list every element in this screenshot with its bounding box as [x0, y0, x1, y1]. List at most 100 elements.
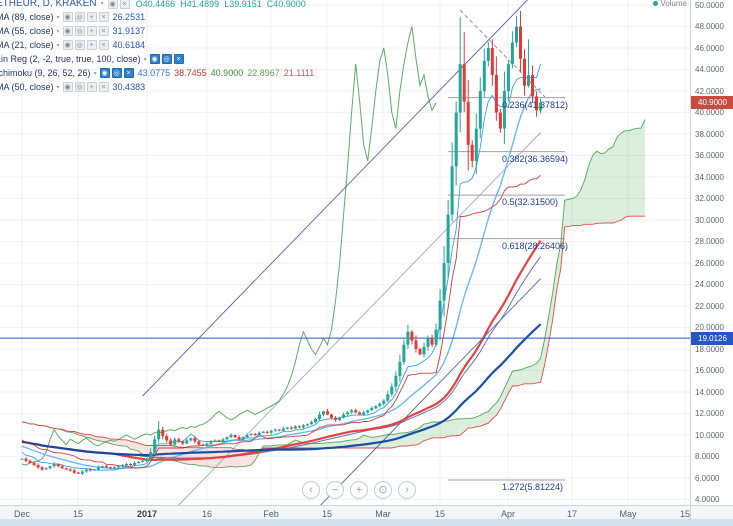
ohlc-value: C40.9000 — [266, 0, 306, 9]
price-tick: 4.0000 — [695, 495, 720, 504]
time-tick: Dec — [13, 509, 31, 519]
time-tick: 15 — [434, 509, 446, 519]
zoom-in-button[interactable]: + — [350, 481, 368, 499]
price-tick: 8.0000 — [695, 452, 720, 461]
indicator-row: MA (89, close) ▾ ◉ ◎ + × 26.2531 — [0, 10, 314, 24]
chevron-down-icon[interactable]: ▾ — [56, 14, 60, 21]
fib-level-label[interactable]: 0.382(36.36594) — [502, 153, 569, 164]
price-tick: 22.0000 — [695, 301, 724, 311]
indicator-label[interactable]: MA (21, close) — [0, 40, 54, 50]
symbol-legend-row: ETHEUR, D, KRAKEN ▾ ◉ × O40.4466 H41.4899 L… — [0, 0, 314, 10]
close-icon[interactable]: × — [119, 0, 130, 9]
eye-icon[interactable]: ◉ — [62, 12, 73, 22]
eye-icon[interactable]: ◉ — [62, 26, 73, 36]
close-icon[interactable]: × — [98, 12, 109, 22]
add-indicator-icon[interactable]: + — [86, 26, 97, 36]
reset-zoom-button[interactable]: ⊙ — [374, 481, 392, 499]
fib-level-label[interactable]: 0.236(41.37812) — [502, 99, 569, 110]
fib-level-label[interactable]: 1.272(5.81224) — [502, 482, 564, 493]
add-indicator-icon[interactable]: + — [86, 12, 97, 22]
scroll-right-button[interactable]: › — [398, 481, 416, 499]
price-tick: 50.0000 — [695, 0, 724, 10]
indicator-value: 21.1111 — [283, 68, 315, 78]
price-tick: 14.0000 — [695, 387, 724, 397]
close-icon[interactable]: × — [98, 26, 109, 36]
chart-plot-area[interactable]: ETHEUR, D, KRAKEN ▾ ◉ × O40.4466 H41.4899 L… — [0, 0, 690, 505]
last-price-label: 40.9000 — [691, 96, 733, 110]
settings-icon[interactable]: ◎ — [161, 54, 172, 64]
chevron-down-icon[interactable]: ▾ — [56, 28, 60, 35]
chevron-down-icon[interactable]: ▾ — [56, 42, 60, 49]
ohlc-values: O40.4466 H41.4899 L39.9151 C40.9000 — [136, 0, 306, 9]
indicator-value: 40.9000 — [210, 68, 244, 78]
indicator-label[interactable]: Ichimoku (9, 26, 52, 26) — [0, 68, 91, 78]
time-tick: Feb — [263, 509, 279, 519]
indicator-value: 38.7455 — [174, 68, 207, 78]
eye-icon[interactable]: ◉ — [62, 40, 73, 50]
symbol-row-icons: ◉ × — [107, 0, 130, 9]
fib-level-label[interactable]: 0.618(28.26406) — [502, 240, 569, 251]
add-indicator-icon[interactable]: + — [86, 40, 97, 50]
price-tick: 24.0000 — [695, 280, 724, 289]
chevron-down-icon[interactable]: ▾ — [93, 70, 97, 77]
fib-level-label[interactable]: 0.5(32.31500) — [502, 197, 559, 208]
indicator-value: 26.2531 — [112, 12, 146, 22]
eye-icon[interactable]: ◉ — [107, 0, 118, 9]
eye-icon[interactable]: ◉ — [62, 82, 73, 92]
ohlc-value: H41.4899 — [180, 0, 220, 9]
volume-legend[interactable]: Volume — [653, 0, 687, 8]
close-icon[interactable]: × — [98, 82, 109, 92]
alert-price-label: 19.0126 — [691, 331, 733, 345]
time-tick: Mar — [375, 509, 391, 519]
candlestick-chart[interactable] — [0, 0, 690, 505]
settings-icon[interactable]: ◎ — [74, 26, 85, 36]
price-tick: 38.0000 — [695, 129, 724, 139]
zoom-out-button[interactable]: − — [326, 481, 344, 499]
indicator-row: Ichimoku (9, 26, 52, 26) ▾ ◉ ◎ × 43.0775 38.74… — [0, 66, 314, 80]
indicator-value: 43.0775 — [137, 68, 171, 78]
volume-label: Volume — [660, 0, 687, 8]
price-tick: 10.0000 — [695, 430, 724, 440]
close-icon[interactable]: × — [123, 68, 134, 78]
chart-nav-controls: ‹ − + ⊙ › — [302, 481, 416, 499]
eye-icon[interactable]: ◉ — [99, 68, 110, 78]
indicator-label[interactable]: Lin Reg (2, -2, true, true, 100, close) — [0, 54, 141, 64]
time-tick: 15 — [679, 509, 691, 519]
chevron-down-icon[interactable]: ▾ — [143, 56, 147, 63]
indicator-label[interactable]: MA (55, close) — [0, 26, 54, 36]
ohlc-value: L39.9151 — [224, 0, 262, 9]
indicator-value: 22.8967 — [247, 68, 280, 78]
indicator-rows: MA (89, close) ▾ ◉ ◎ + × 26.2531 MA (55, close)… — [0, 10, 314, 94]
chevron-down-icon[interactable]: ▾ — [56, 84, 60, 91]
price-tick: 34.0000 — [695, 172, 724, 182]
indicator-label[interactable]: MA (50, close) — [0, 82, 54, 92]
price-tick: 40.0000 — [695, 108, 724, 117]
price-tick: 42.0000 — [695, 86, 724, 96]
settings-icon[interactable]: ◎ — [74, 82, 85, 92]
price-tick: 16.0000 — [695, 366, 724, 375]
time-tick: 16 — [201, 509, 213, 519]
close-icon[interactable]: × — [98, 40, 109, 50]
settings-icon[interactable]: ◎ — [74, 12, 85, 22]
time-tick: 17 — [566, 509, 578, 519]
close-icon[interactable]: × — [173, 54, 184, 64]
volume-color-dot — [653, 1, 659, 6]
scroll-left-button[interactable]: ‹ — [302, 481, 320, 499]
settings-icon[interactable]: ◎ — [111, 68, 122, 78]
indicator-row: MA (21, close) ▾ ◉ ◎ + × 40.6184 — [0, 38, 314, 52]
price-tick: 6.0000 — [695, 473, 720, 483]
indicator-label[interactable]: MA (89, close) — [0, 12, 54, 22]
indicator-row: MA (50, close) ▾ ◉ ◎ + × 30.4383 — [0, 80, 314, 94]
indicator-value: 40.6184 — [112, 40, 146, 50]
add-indicator-icon[interactable]: + — [86, 82, 97, 92]
price-tick: 12.0000 — [695, 409, 724, 418]
symbol-title[interactable]: ETHEUR, D, KRAKEN — [0, 0, 97, 9]
price-tick: 44.0000 — [695, 65, 724, 74]
chevron-down-icon[interactable]: ▾ — [100, 1, 104, 7]
settings-icon[interactable]: ◎ — [74, 40, 85, 50]
price-axis[interactable]: 40.9000 19.0126 50.0000 48.0000 46.0000 44.… — [690, 0, 733, 505]
indicator-row: Lin Reg (2, -2, true, true, 100, close) ▾… — [0, 52, 314, 66]
price-tick: 18.0000 — [695, 344, 724, 354]
eye-icon[interactable]: ◉ — [149, 54, 160, 64]
